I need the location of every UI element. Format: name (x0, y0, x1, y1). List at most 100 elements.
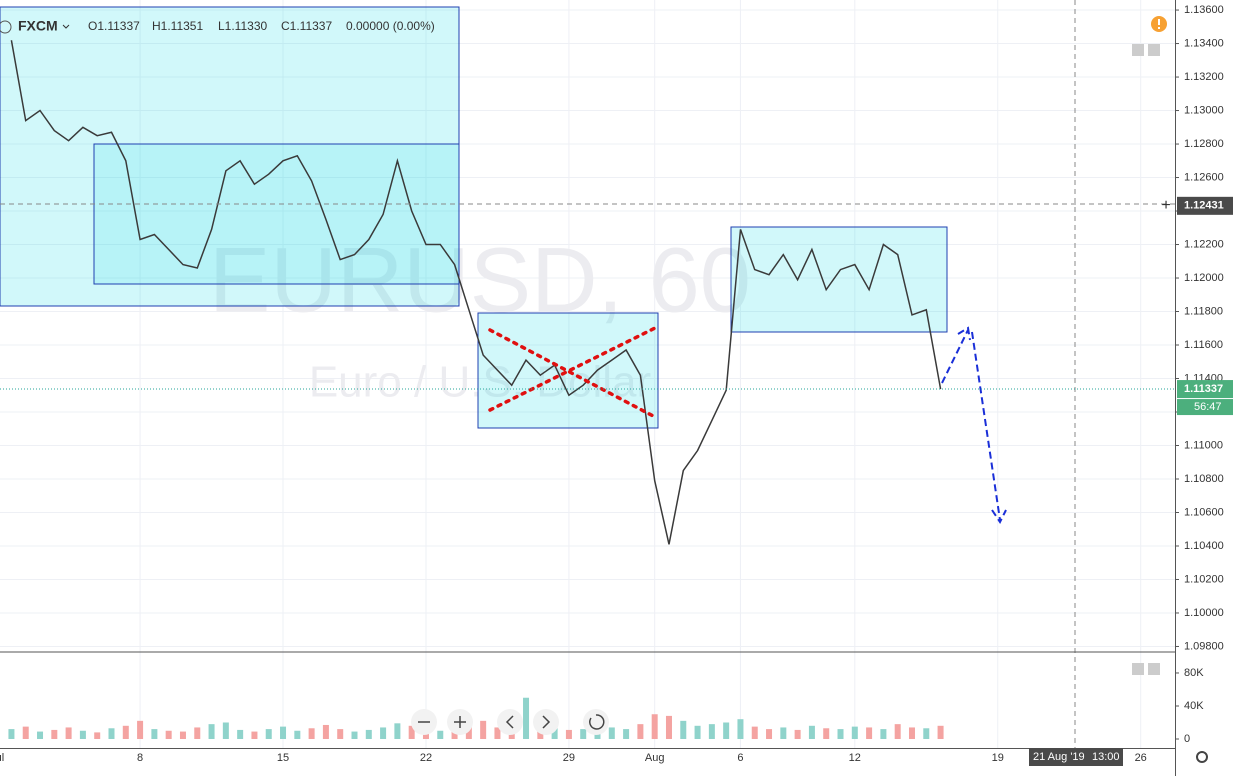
plot (8, 40, 944, 740)
alert-icon-mark (1158, 19, 1160, 25)
volume-bar (151, 729, 158, 740)
range-box (0, 6, 460, 307)
volume-bar (351, 731, 358, 740)
volume-bar (337, 729, 344, 740)
volume-bar (551, 728, 558, 740)
pane-button[interactable] (1148, 44, 1160, 56)
volume-bar (322, 724, 329, 740)
scroll-right-icon (542, 715, 551, 729)
y-tick-label: 40K (1184, 700, 1204, 712)
volume-bar (723, 722, 730, 740)
range-box (730, 226, 948, 333)
volume-bar (751, 726, 758, 740)
arrow (971, 331, 1007, 524)
y-tick-label: 80K (1184, 667, 1204, 679)
volume-bar (437, 730, 444, 740)
volume-bar (94, 732, 101, 740)
volume-bar (408, 725, 415, 740)
volume-bar (280, 726, 287, 740)
volume-bar (165, 730, 172, 740)
x-tick-label: 19 (992, 752, 1004, 764)
exchange[interactable]: FXCM (18, 18, 58, 34)
volume-bar (680, 720, 687, 740)
cross-line (488, 325, 659, 412)
volume-bar (651, 714, 658, 740)
volume-bar (851, 726, 858, 740)
pane-button[interactable] (1132, 663, 1144, 675)
volume-bar (122, 725, 129, 740)
volume-bar (866, 727, 873, 740)
volume-bar (894, 724, 901, 740)
y-tick-label: 1.11800 (1184, 305, 1223, 317)
scroll-left[interactable] (497, 709, 523, 735)
x-tick-label: Jul (0, 752, 4, 764)
volume-bar (194, 727, 201, 740)
y-tick-label: 1.13400 (1184, 37, 1224, 49)
x-tick-label: 8 (137, 752, 143, 764)
crosshair-price-box (1177, 196, 1233, 215)
volume-bar (637, 724, 644, 740)
ohlc-high: H1.11351 (152, 19, 203, 33)
crosshair-time: 13:00 (1092, 751, 1120, 763)
volume-bar (380, 727, 387, 740)
x-tick-label: 12 (849, 752, 861, 764)
reset-chart[interactable] (583, 709, 609, 735)
volume-bar (565, 729, 572, 740)
zoom-in-icon (454, 716, 466, 728)
price-line (10, 40, 942, 545)
scroll-right[interactable] (533, 709, 559, 735)
x-tick-label: Aug (645, 752, 665, 764)
x-tick-label: 26 (1135, 752, 1147, 764)
range-box (477, 312, 659, 429)
crosshair-price: 1.12431 (1184, 200, 1224, 212)
crosshair-plus: + (1161, 197, 1170, 214)
x-tick-label: 29 (563, 752, 575, 764)
volume-bar (694, 725, 701, 740)
last-price: 1.11337 (1184, 383, 1223, 395)
countdown-box (1177, 399, 1233, 416)
volume-bar (394, 723, 401, 740)
volume-bar (222, 722, 229, 740)
settings-icon[interactable] (1196, 751, 1208, 763)
volume-bar (79, 730, 86, 740)
y-tick-label: 1.10600 (1184, 506, 1224, 518)
y-tick-label: 1.09800 (1184, 640, 1224, 652)
y-tick-label: 0 (1184, 733, 1190, 745)
y-tick-label: 1.10800 (1184, 473, 1224, 485)
dropdown-caret[interactable] (62, 24, 70, 29)
scroll-left-icon (505, 715, 514, 729)
volume-bar (251, 731, 258, 740)
y-tick-label: 1.10400 (1184, 540, 1224, 552)
pane-button[interactable] (1148, 663, 1160, 675)
navigation (411, 709, 609, 735)
volume-bar (22, 726, 29, 740)
y-tick-label: 1.11000 (1184, 439, 1223, 451)
volume-bar (65, 727, 72, 740)
grid (0, 0, 1175, 748)
y-tick-label: 1.13000 (1184, 104, 1224, 116)
volume-bar (837, 729, 844, 740)
countdown: 56:47 (1194, 401, 1222, 413)
range-box (93, 143, 460, 285)
volume-bar (465, 724, 472, 740)
drawings (0, 6, 948, 429)
volume-bar (608, 727, 615, 740)
arrow (941, 326, 971, 384)
y-tick-label: 1.13200 (1184, 71, 1224, 83)
pane-button[interactable] (1132, 44, 1144, 56)
watermark-description: Euro / U.S. Dollar (309, 358, 651, 407)
x-tick-label: 6 (737, 752, 743, 764)
volume-bar (237, 729, 244, 740)
volume-bar (494, 727, 501, 740)
volume-bar (208, 724, 215, 740)
volume-bar (365, 729, 372, 740)
y-tick-label: 1.12000 (1184, 272, 1224, 284)
volume-bar (37, 731, 44, 740)
y-tick-label: 1.13600 (1184, 4, 1224, 16)
symbol-icon (0, 20, 12, 34)
ohlc-low: L1.11330 (218, 19, 267, 33)
volume-bar (823, 728, 830, 740)
reset-icon (589, 714, 605, 730)
crosshair-time-box (1029, 748, 1123, 766)
